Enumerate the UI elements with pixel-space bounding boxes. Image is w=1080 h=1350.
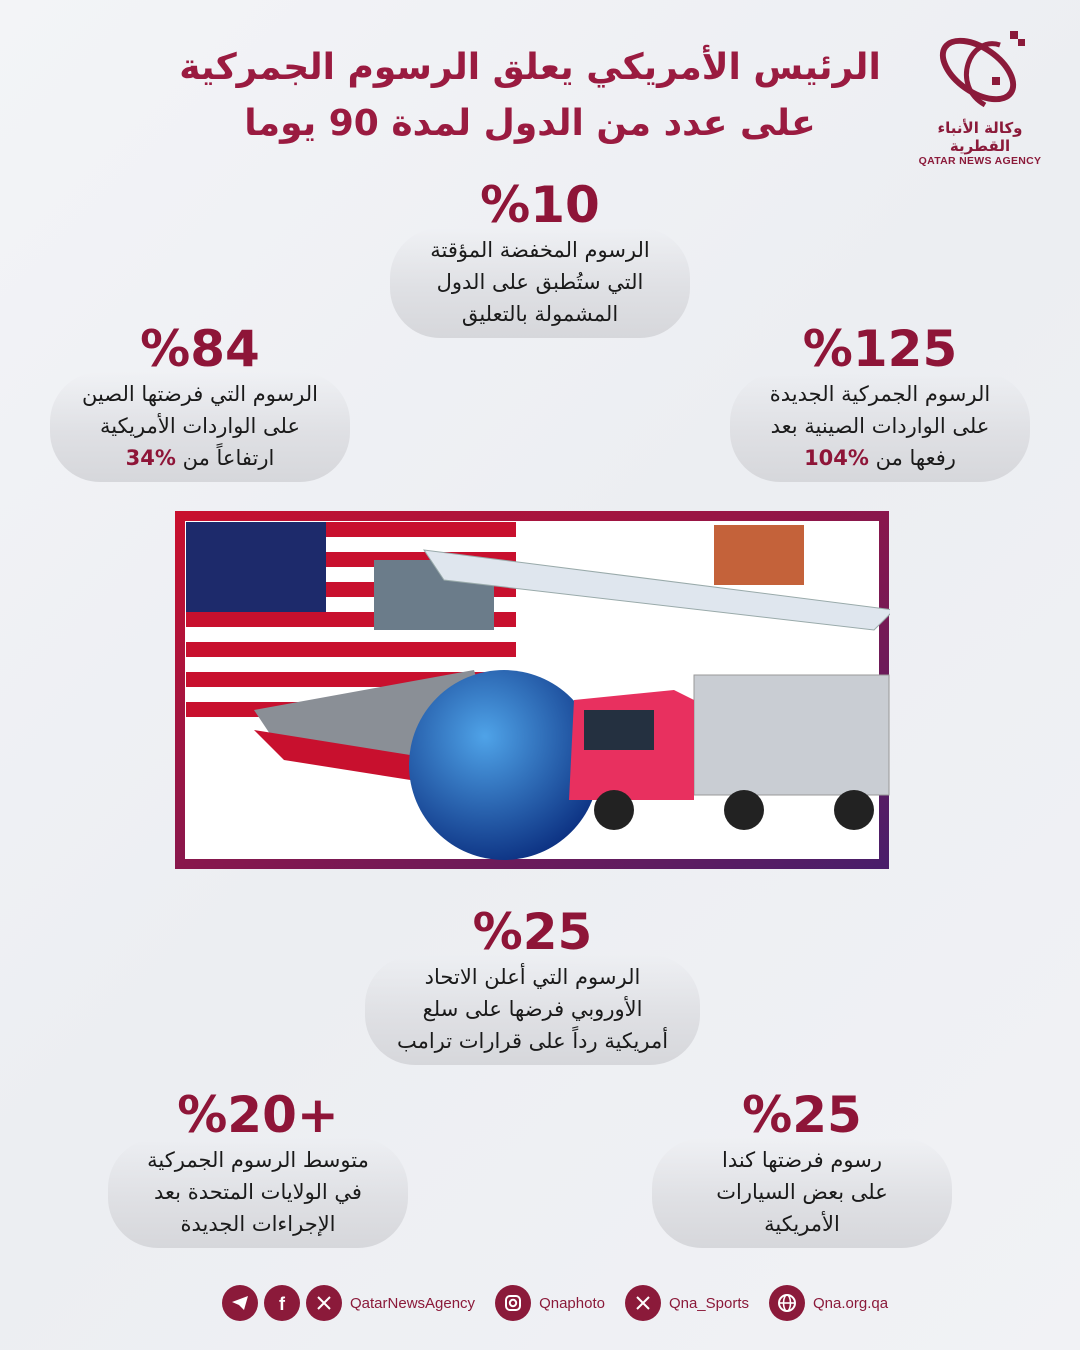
qna-logo: وكالة الأنباء القطرية QATAR NEWS AGENCY	[905, 25, 1055, 167]
stat-highlight: %34	[125, 446, 176, 470]
stat-bubble: الرسوم التي أعلن الاتحاد الأوروبي فرضها …	[365, 955, 700, 1065]
logo-english-text: QATAR NEWS AGENCY	[918, 155, 1042, 167]
stat-line: ارتفاعاً من %34	[72, 442, 328, 474]
stat-bubble: الرسوم المخفضة المؤقتة التي ستُطبق على ا…	[390, 228, 690, 338]
stat-line: رفعها من %104	[752, 442, 1008, 474]
stat-line-text: ارتفاعاً من	[175, 446, 275, 470]
globe-icon[interactable]	[769, 1285, 805, 1321]
globe	[409, 670, 599, 860]
stat-number: %125	[802, 320, 958, 378]
stat-line: متوسط الرسوم الجمركية	[147, 1148, 369, 1172]
stat-line: رسوم فرضتها كندا	[721, 1148, 882, 1172]
stat-line: على بعض السيارات	[716, 1180, 888, 1204]
stat-china-tariff: %84 الرسوم التي فرضتها الصين على الواردا…	[50, 322, 350, 482]
stat-line: التي ستُطبق على الدول	[436, 270, 644, 294]
stat-number: %25	[472, 903, 593, 961]
airplane	[422, 549, 890, 631]
social-handle-qatarnewsagency[interactable]: QatarNewsAgency	[350, 1294, 476, 1312]
x-icon[interactable]	[306, 1285, 342, 1321]
stat-line: الرسوم التي فرضتها الصين	[81, 382, 318, 406]
stat-number: %84	[140, 320, 260, 378]
stat-line: الرسوم الجمركية الجديدة	[769, 382, 991, 406]
facebook-icon[interactable]: f	[264, 1285, 300, 1321]
stat-line: على الواردات الأمريكية	[99, 414, 301, 438]
stat-line-text: رفعها من	[868, 446, 956, 470]
stat-bubble: رسوم فرضتها كندا على بعض السيارات الأمري…	[652, 1138, 952, 1248]
stat-number: %25	[742, 1086, 862, 1144]
stat-line: المشمولة بالتعليق	[461, 302, 619, 326]
stat-bubble: الرسوم الجمركية الجديدة على الواردات الص…	[730, 372, 1030, 482]
website-link[interactable]: Qna.org.qa	[813, 1294, 889, 1312]
stat-line: على الواردات الصينية بعد	[770, 414, 990, 438]
stat-bubble: متوسط الرسوم الجمركية في الولايات المتحد…	[108, 1138, 408, 1248]
title-line-1: الرئيس الأمريكي يعلق الرسوم الجمركية	[179, 47, 881, 88]
svg-text:f: f	[279, 1294, 286, 1313]
stat-reduced-tariff: %10 الرسوم المخفضة المؤقتة التي ستُطبق ع…	[390, 178, 690, 338]
logo-arabic-text: وكالة الأنباء القطرية	[937, 119, 1023, 155]
social-handle-qna-sports[interactable]: Qna_Sports	[668, 1294, 749, 1312]
instagram-icon[interactable]	[495, 1285, 532, 1321]
stat-line: في الولايات المتحدة بعد	[154, 1180, 362, 1204]
truck	[569, 674, 890, 830]
title-line-2: على عدد من الدول لمدة 90 يوما	[244, 103, 816, 144]
stat-line: الأمريكية	[764, 1212, 840, 1236]
stat-highlight: %104	[804, 446, 869, 470]
stat-canada-tariff: %25 رسوم فرضتها كندا على بعض السيارات ال…	[652, 1088, 952, 1248]
stat-number: %20+	[177, 1086, 339, 1144]
trade-illustration	[175, 511, 890, 869]
social-handle-qnaphoto[interactable]: Qnaphoto	[539, 1294, 605, 1312]
qna-emblem-icon	[939, 31, 1025, 108]
telegram-icon[interactable]	[222, 1285, 258, 1321]
stat-number: %10	[480, 176, 600, 234]
x-icon[interactable]	[624, 1285, 661, 1321]
stat-line: الأوروبي فرضها على سلع	[422, 997, 643, 1021]
stat-line: أمريكية رداً على قرارات ترامب	[396, 1029, 669, 1053]
stat-line: الرسوم المخفضة المؤقتة	[430, 238, 650, 262]
stat-us-average-tariff: %20+ متوسط الرسوم الجمركية في الولايات ا…	[108, 1088, 408, 1248]
stat-bubble: الرسوم التي فرضتها الصين على الواردات ال…	[50, 372, 350, 482]
stat-us-china-tariff: %125 الرسوم الجمركية الجديدة على الواردا…	[730, 322, 1030, 482]
stat-line: الإجراءات الجديدة	[180, 1212, 336, 1236]
social-footer: f QatarNewsAgency Qnaphoto Qna_Sports Qn…	[222, 1285, 902, 1321]
page-title: الرئيس الأمريكي يعلق الرسوم الجمركية على…	[150, 40, 910, 152]
stat-eu-tariff: %25 الرسوم التي أعلن الاتحاد الأوروبي فر…	[365, 905, 700, 1065]
stat-line: الرسوم التي أعلن الاتحاد	[424, 965, 641, 989]
